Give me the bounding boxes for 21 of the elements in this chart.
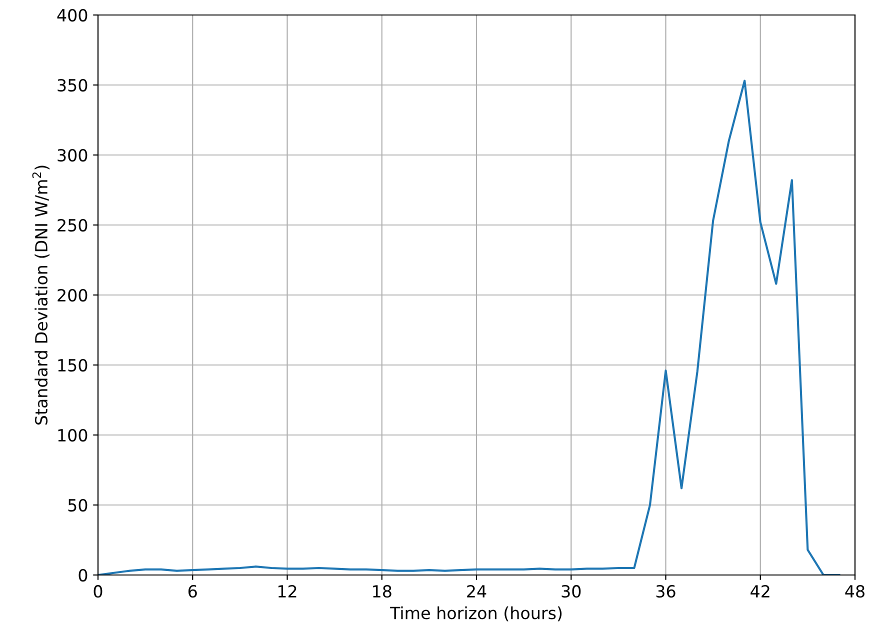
x-tick-label: 24: [467, 585, 486, 598]
x-tick-label: 12: [278, 585, 296, 598]
y-tick-label: 350: [58, 78, 88, 92]
x-tick-label: 6: [188, 585, 197, 598]
x-tick-label: 42: [750, 585, 770, 598]
x-tick-label: 0: [94, 585, 102, 598]
y-tick-label: 200: [58, 288, 88, 302]
y-tick-label: 100: [58, 428, 88, 442]
y-tick-label: 50: [68, 498, 88, 512]
y-tick-label: 250: [58, 218, 88, 232]
x-tick-label: 48: [845, 585, 864, 598]
y-tick-label: 300: [58, 148, 88, 162]
y-tick-label: 150: [58, 358, 88, 372]
x-axis-title: Time horizon (hours): [390, 606, 562, 622]
x-tick-label: 30: [562, 585, 581, 598]
y-axis-title: Standard Deviation (DNI W/m$^{2}$): [32, 166, 50, 425]
x-tick-label: 18: [373, 585, 392, 598]
line-series: [98, 80, 840, 575]
x-tick-label: 36: [656, 585, 676, 598]
y-tick-label: 400: [57, 8, 88, 22]
y-tick-label: 0: [78, 568, 88, 582]
